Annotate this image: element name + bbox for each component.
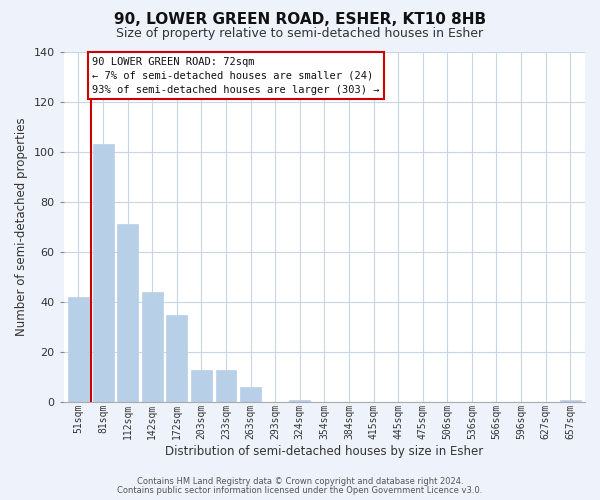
Text: 90, LOWER GREEN ROAD, ESHER, KT10 8HB: 90, LOWER GREEN ROAD, ESHER, KT10 8HB bbox=[114, 12, 486, 28]
Bar bbox=[68, 297, 89, 403]
Text: Contains public sector information licensed under the Open Government Licence v3: Contains public sector information licen… bbox=[118, 486, 482, 495]
Bar bbox=[289, 400, 310, 402]
X-axis label: Distribution of semi-detached houses by size in Esher: Distribution of semi-detached houses by … bbox=[165, 444, 484, 458]
Y-axis label: Number of semi-detached properties: Number of semi-detached properties bbox=[15, 118, 28, 336]
Bar bbox=[560, 400, 581, 402]
Text: Contains HM Land Registry data © Crown copyright and database right 2024.: Contains HM Land Registry data © Crown c… bbox=[137, 477, 463, 486]
Bar bbox=[117, 224, 138, 402]
Text: Size of property relative to semi-detached houses in Esher: Size of property relative to semi-detach… bbox=[116, 28, 484, 40]
Bar bbox=[240, 388, 261, 402]
Bar bbox=[215, 370, 236, 402]
Bar bbox=[166, 314, 187, 402]
Text: 90 LOWER GREEN ROAD: 72sqm
← 7% of semi-detached houses are smaller (24)
93% of : 90 LOWER GREEN ROAD: 72sqm ← 7% of semi-… bbox=[92, 56, 379, 94]
Bar bbox=[92, 144, 113, 403]
Bar bbox=[191, 370, 212, 402]
Bar bbox=[142, 292, 163, 403]
